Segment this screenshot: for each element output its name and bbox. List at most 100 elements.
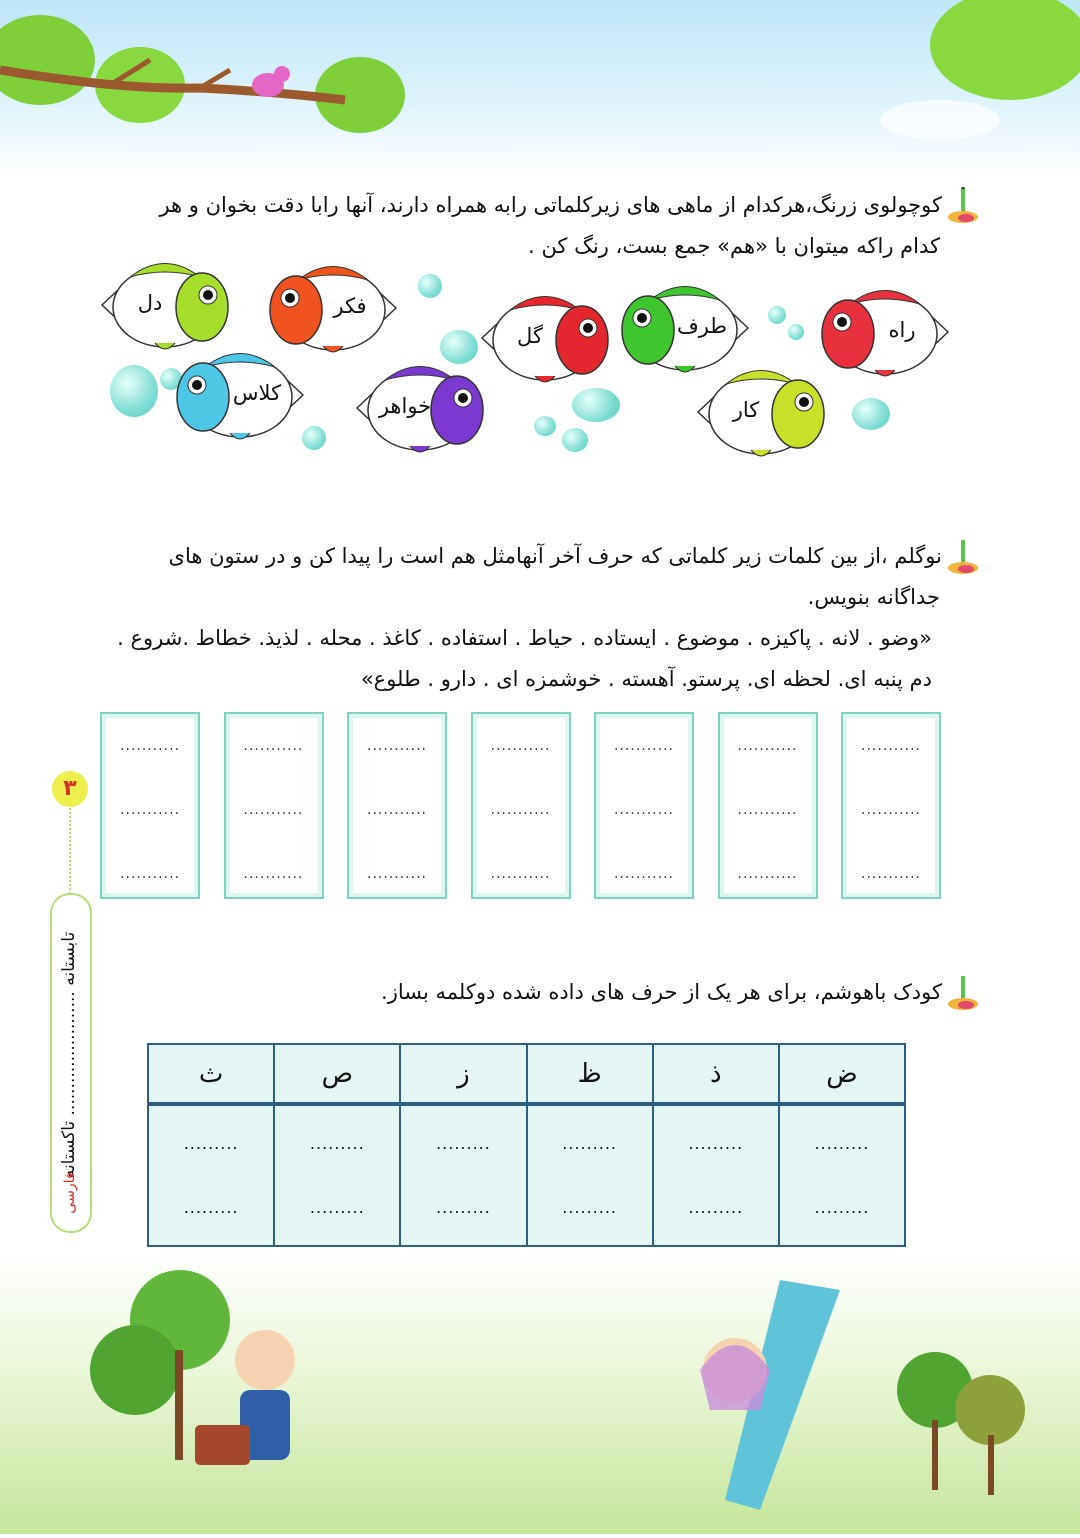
dotted-divider [69, 808, 71, 894]
blank-line[interactable]: ........... [120, 866, 180, 882]
fish-word: دل [137, 291, 163, 315]
bottom-scene [0, 1250, 1080, 1534]
word-list-line-1: «وضو . لانه . پاکیزه . موضوع . ایستاده .… [117, 626, 932, 650]
answer-column[interactable]: ................................. [717, 712, 818, 899]
bubble [418, 274, 442, 298]
fish-shape [480, 296, 609, 383]
blank-line[interactable]: ......... [562, 1133, 617, 1153]
answer-column[interactable]: ................................. [347, 712, 447, 899]
bubble [768, 306, 786, 324]
blank-line[interactable]: ......... [436, 1133, 491, 1153]
pencil-icon [948, 187, 978, 223]
fish-shape [696, 370, 825, 457]
exercise3-instruction: کودک باهوشم، برای هر یک از حرف های داده … [100, 972, 980, 1013]
letter-header: ص [273, 1043, 402, 1106]
blank-line[interactable]: ........... [120, 802, 180, 818]
pencil-icon [948, 540, 978, 574]
bubble [788, 324, 804, 340]
blank-line[interactable]: ........... [490, 802, 551, 818]
bubble [562, 428, 588, 452]
fish-3[interactable]: گل [480, 288, 610, 388]
answer-column[interactable]: ................................. [223, 712, 324, 899]
blank-line[interactable]: ........... [861, 802, 921, 818]
blank-line[interactable]: ......... [814, 1197, 870, 1217]
fish-word: طرف [676, 314, 728, 338]
blank-line[interactable]: ......... [309, 1133, 365, 1153]
blank-line[interactable]: ........... [243, 738, 304, 754]
blank-line[interactable]: ........... [737, 866, 798, 882]
bubble [110, 365, 158, 417]
blank-line[interactable]: ........... [861, 738, 921, 754]
fish-shape [100, 263, 229, 350]
answer-column[interactable]: ................................. [470, 712, 571, 899]
bubble [572, 388, 620, 422]
answer-column[interactable]: ................................. [841, 712, 941, 899]
blank-line[interactable]: ........... [367, 802, 427, 818]
exercise1-instruction: کوچولوی زرنگ،هرکدام از ماهی های زیرکلمات… [100, 185, 980, 267]
bubble [160, 368, 182, 390]
side-tab: تابستانه ....................... تاکستان… [50, 893, 92, 1233]
letter-answer-cell[interactable]: .................. [777, 1103, 907, 1247]
blank-line[interactable]: ......... [688, 1133, 744, 1153]
sky-banner [0, 0, 1080, 175]
instruction-text: کودک باهوشم، برای هر یک از حرف های داده … [381, 980, 942, 1004]
bubble [534, 416, 556, 436]
letter-answer-cell[interactable]: .................. [273, 1103, 402, 1247]
blank-line[interactable]: ........... [614, 802, 674, 818]
blank-line[interactable]: ........... [367, 866, 427, 882]
blank-line[interactable]: ........... [614, 738, 674, 754]
answer-column[interactable]: ................................. [100, 712, 200, 899]
blank-line[interactable]: ........... [737, 738, 798, 754]
subject-label: فارسی [62, 1172, 78, 1214]
blank-line[interactable]: ........... [490, 738, 551, 754]
blank-line[interactable]: ........... [367, 738, 427, 754]
blank-line[interactable]: ........... [737, 802, 798, 818]
letter-header: ز [399, 1043, 528, 1106]
letter-answer-cell[interactable]: .................. [399, 1103, 528, 1247]
bubble [440, 330, 478, 364]
fish-shape [821, 290, 950, 377]
fish-area [0, 250, 1080, 460]
letter-answer-cell[interactable]: .................. [146, 1103, 276, 1247]
fish-shape [176, 353, 305, 440]
blank-line[interactable]: ........... [243, 866, 304, 882]
blank-line[interactable]: ......... [309, 1197, 365, 1217]
letter-header: ض [777, 1043, 907, 1106]
children-illustration [90, 1270, 1025, 1510]
blank-line[interactable]: ........... [861, 866, 921, 882]
blank-line[interactable]: ......... [183, 1197, 239, 1217]
blank-line[interactable]: ........... [490, 866, 551, 882]
instruction-line-1: کوچولوی زرنگ،هرکدام از ماهی های زیرکلمات… [159, 193, 942, 217]
fish-word: خواهر [378, 394, 432, 418]
fish-6[interactable]: کار [696, 362, 826, 462]
fish-2[interactable]: طرف [620, 278, 750, 378]
letter-header: ظ [525, 1043, 654, 1106]
fish-8[interactable]: کلاس [175, 345, 305, 445]
blank-line[interactable]: ......... [436, 1197, 491, 1217]
instruction-line-2: جداگانه بنویس. [807, 585, 940, 609]
blank-line[interactable]: ........... [614, 866, 674, 882]
fish-1[interactable]: راه [820, 282, 950, 382]
blank-line[interactable]: ......... [814, 1133, 870, 1153]
exercise2-instruction: نوگلم ،از بین کلمات زیر کلماتی که حرف آخ… [100, 536, 980, 700]
letter-answer-cell[interactable]: .................. [525, 1103, 654, 1247]
letter-answer-cell[interactable]: .................. [651, 1103, 780, 1247]
pencil-icon [948, 976, 978, 1010]
blank-line[interactable]: ......... [562, 1197, 617, 1217]
answer-column[interactable]: ................................. [594, 712, 694, 899]
bubble [852, 398, 890, 430]
fish-5[interactable]: دل [100, 255, 230, 355]
blank-line[interactable]: ........... [120, 738, 180, 754]
fish-7[interactable]: خواهر [355, 358, 485, 458]
fish-shape [355, 366, 484, 453]
word-list-line-2: دم پنبه ای. لحظه ای. پرستو. آهسته . خوشم… [360, 667, 932, 691]
letter-header: ذ [651, 1043, 780, 1106]
blank-line[interactable]: ......... [688, 1197, 744, 1217]
blank-line[interactable]: ......... [183, 1133, 239, 1153]
blank-line[interactable]: ........... [243, 802, 304, 818]
fish-word: فکر [333, 294, 367, 318]
branch-bird-illustration [0, 0, 1080, 140]
fish-4[interactable]: فکر [268, 258, 398, 358]
fish-shape [269, 266, 398, 353]
